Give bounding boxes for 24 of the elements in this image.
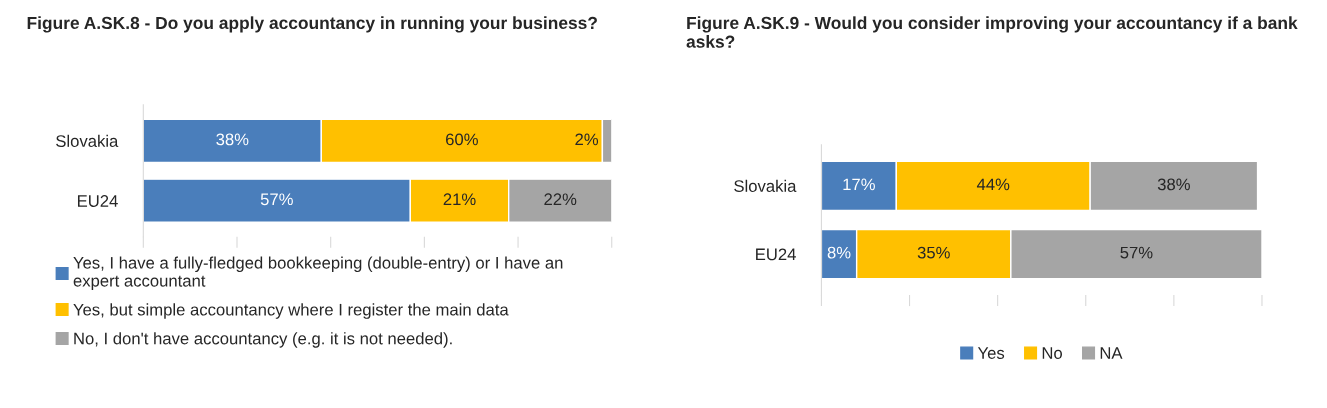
legend-label: NA	[1100, 347, 1123, 359]
data-label: 2%	[575, 133, 599, 146]
data-label: 57%	[1120, 246, 1153, 259]
y-tick-label: EU24	[77, 195, 118, 207]
y-tick-label: Slovakia	[734, 179, 797, 192]
chart-title: Figure A.SK.8 - Do you apply accountancy in running your business?	[27, 16, 597, 33]
data-label: 38%	[216, 133, 249, 146]
data-label: 38%	[1157, 178, 1190, 191]
legend-label: Yes, I have a fully-fledged bookkeeping (double-entry) or I have an expert accountant	[73, 256, 563, 290]
y-tick-label: EU24	[756, 248, 796, 261]
data-label: 8%	[827, 246, 851, 259]
legend-label: Yes	[977, 347, 1005, 359]
data-label: 17%	[843, 178, 875, 191]
data-label: 21%	[443, 193, 476, 206]
chart-title: Figure A.SK.9 - Would you consider improving your accountancy if a bank asks?	[686, 16, 1298, 48]
data-label: 22%	[544, 193, 577, 206]
legend-label: No, I don't have accountancy (e.g. it is not needed).	[74, 332, 452, 348]
legend-label: No	[1042, 347, 1062, 359]
data-label: 60%	[446, 133, 478, 146]
legend-label: Yes, but simple accountancy where I register the main data	[73, 303, 509, 319]
y-tick-label: Slovakia	[56, 134, 119, 147]
data-label: 57%	[260, 193, 293, 206]
data-label: 44%	[976, 178, 1010, 191]
data-label: 35%	[917, 246, 950, 259]
